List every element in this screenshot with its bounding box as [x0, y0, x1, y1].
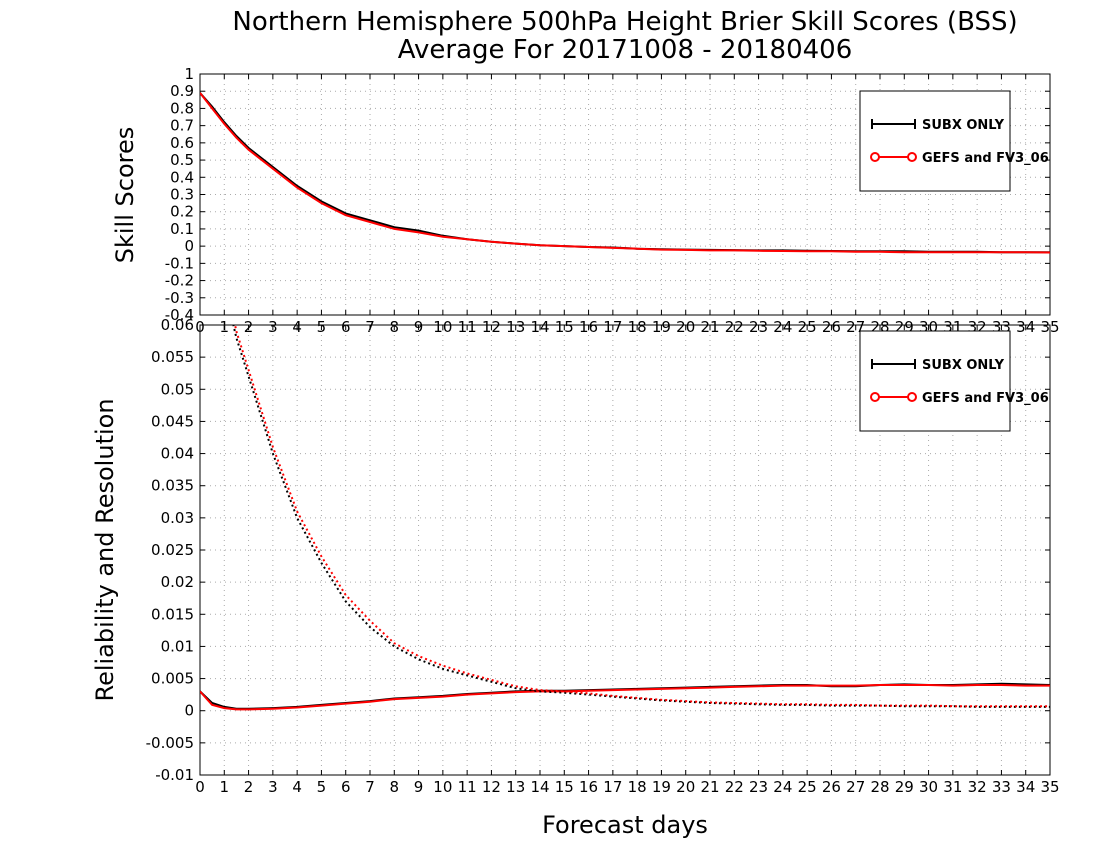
legend-marker	[907, 392, 917, 402]
top-legend: SUBX ONLY GEFS and FV3_06	[859, 90, 1049, 192]
legend-box	[859, 330, 1011, 432]
y-tick-label: -0.2	[165, 272, 194, 290]
y-tick-label: -0.4	[165, 306, 194, 324]
x-tick-label: 25	[798, 778, 817, 796]
y-tick-label: 0.8	[170, 99, 194, 117]
y-tick-label: 0.03	[161, 509, 194, 527]
chart-title: Northern Hemisphere 500hPa Height Brier …	[232, 7, 1017, 37]
y-tick-label: 0	[184, 702, 194, 720]
bottom-y-axis-label: Reliability and Resolution	[91, 398, 119, 701]
x-tick-label: 35	[1040, 778, 1059, 796]
y-tick-label: 0.01	[161, 637, 194, 655]
y-tick-label: 0.6	[170, 134, 194, 152]
x-tick-label: 31	[943, 778, 962, 796]
x-tick-label: 22	[725, 778, 744, 796]
x-tick-label: 10	[433, 778, 452, 796]
y-tick-label: 0.05	[161, 380, 194, 398]
y-tick-label: 0.5	[170, 151, 194, 169]
y-tick-label: -0.01	[155, 766, 194, 784]
x-tick-label: 18	[628, 778, 647, 796]
y-tick-label: 0.3	[170, 186, 194, 204]
legend-label: GEFS and FV3_06	[922, 151, 1049, 166]
y-tick-label: -0.1	[165, 254, 194, 272]
legend-label: GEFS and FV3_06	[922, 391, 1049, 406]
dotted-series-line	[234, 325, 1050, 708]
legend-label: SUBX ONLY	[922, 358, 1005, 373]
y-tick-label: 0.04	[161, 445, 194, 463]
x-tick-label: 4	[292, 778, 302, 796]
y-tick-label: 0.4	[170, 168, 194, 186]
x-tick-label: 20	[676, 778, 695, 796]
top-y-axis-label: Skill Scores	[111, 127, 139, 264]
legend-marker	[870, 392, 880, 402]
y-tick-label: 0.06	[161, 316, 194, 334]
x-tick-label: 15	[555, 778, 574, 796]
x-tick-label: 24	[773, 778, 792, 796]
x-tick-label: 2	[244, 778, 254, 796]
x-tick-label: 11	[458, 778, 477, 796]
x-tick-label: 1	[220, 778, 230, 796]
x-tick-label: 7	[365, 778, 375, 796]
y-tick-label: 0.055	[151, 348, 194, 366]
y-tick-label: 0.015	[151, 605, 194, 623]
x-tick-label: 30	[919, 778, 938, 796]
x-tick-label: 23	[749, 778, 768, 796]
x-tick-label: 12	[482, 778, 501, 796]
y-tick-label: 0.035	[151, 477, 194, 495]
x-tick-label: 14	[530, 778, 549, 796]
y-tick-label: 0.045	[151, 412, 194, 430]
x-tick-label: 8	[390, 778, 400, 796]
x-tick-label: 26	[822, 778, 841, 796]
y-tick-label: 0.2	[170, 203, 194, 221]
bottom-legend: SUBX ONLY GEFS and FV3_06	[859, 330, 1049, 432]
top-panel: 10.90.80.70.60.50.40.30.20.10-0.1-0.2-0.…	[165, 65, 1060, 336]
x-tick-label: 21	[700, 778, 719, 796]
y-tick-label: -0.005	[146, 734, 194, 752]
x-axis-label: Forecast days	[542, 811, 708, 839]
x-tick-label: 28	[870, 778, 889, 796]
series-line	[200, 684, 1050, 711]
x-tick-label: 32	[968, 778, 987, 796]
bottom-series-group	[200, 325, 1050, 711]
x-tick-label: 0	[195, 778, 205, 796]
x-tick-label: 5	[317, 778, 327, 796]
y-tick-label: 1	[184, 65, 194, 83]
x-tick-label: 16	[579, 778, 598, 796]
top-series-group	[200, 92, 1050, 254]
y-tick-label: 0	[184, 237, 194, 255]
x-tick-label: 19	[652, 778, 671, 796]
y-tick-label: 0.9	[170, 82, 194, 100]
x-tick-label: 6	[341, 778, 351, 796]
chart-subtitle: Average For 20171008 - 20180406	[398, 35, 853, 65]
x-tick-label: 9	[414, 778, 424, 796]
x-tick-label: 3	[268, 778, 278, 796]
y-tick-label: 0.005	[151, 670, 194, 688]
y-tick-label: 0.7	[170, 117, 194, 135]
y-tick-label: 0.1	[170, 220, 194, 238]
bottom-panel: 0.060.0550.050.0450.040.0350.030.0250.02…	[146, 316, 1060, 796]
y-tick-label: -0.3	[165, 289, 194, 307]
legend-label: SUBX ONLY	[922, 118, 1005, 133]
x-tick-label: 33	[992, 778, 1011, 796]
x-tick-label: 13	[506, 778, 525, 796]
series-line	[200, 92, 1050, 254]
y-tick-label: 0.025	[151, 541, 194, 559]
panels: 10.90.80.70.60.50.40.30.20.10-0.1-0.2-0.…	[146, 65, 1060, 796]
legend-marker	[907, 152, 917, 162]
bottom-grid	[199, 324, 1051, 776]
x-tick-label: 27	[846, 778, 865, 796]
x-tick-label: 17	[603, 778, 622, 796]
x-tick-label: 29	[895, 778, 914, 796]
legend-box	[859, 90, 1011, 192]
y-tick-label: 0.02	[161, 573, 194, 591]
x-tick-label: 34	[1016, 778, 1035, 796]
legend-marker	[870, 152, 880, 162]
